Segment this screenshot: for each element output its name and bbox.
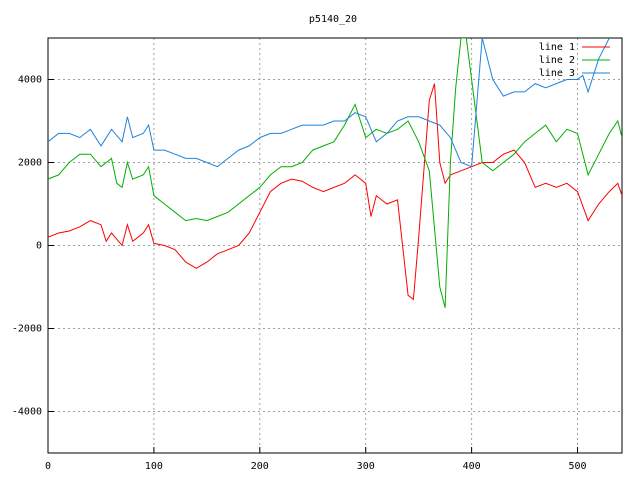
- data-line: [48, 38, 610, 168]
- data-line: [48, 38, 622, 308]
- y-tick-label: -4000: [12, 407, 42, 418]
- plot-border: [47, 37, 623, 454]
- legend-label: line 1: [539, 42, 575, 53]
- y-tick-label: 2000: [18, 158, 42, 169]
- y-tick-label: 4000: [18, 75, 42, 86]
- x-tick-label: 300: [357, 461, 375, 472]
- y-tick-label: 0: [36, 241, 42, 252]
- x-tick-label: 0: [45, 461, 51, 472]
- data-line: [48, 83, 622, 301]
- x-tick-label: 500: [568, 461, 586, 472]
- x-tick-label: 100: [145, 461, 163, 472]
- legend-label: line 2: [539, 55, 575, 66]
- plot-area: [48, 38, 622, 308]
- x-tick-label: 200: [251, 461, 269, 472]
- x-tick-label: 400: [463, 461, 481, 472]
- chart-title: p5140_20: [309, 14, 357, 25]
- y-tick-label: -2000: [12, 324, 42, 335]
- legend-label: line 3: [539, 68, 575, 79]
